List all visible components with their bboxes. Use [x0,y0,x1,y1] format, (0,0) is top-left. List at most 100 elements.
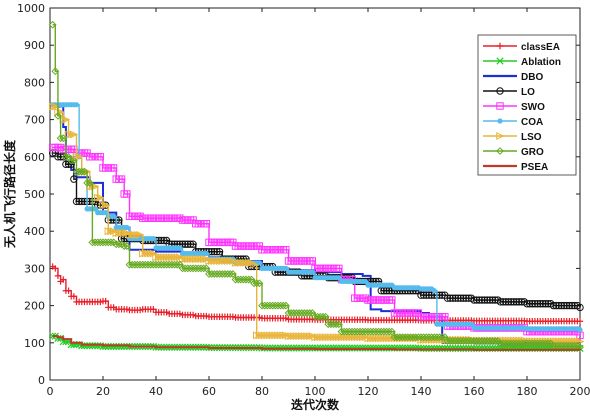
series-marker [465,344,473,353]
series-marker [258,331,267,340]
series-marker [313,312,322,321]
series-marker [283,265,289,271]
series-marker [102,297,109,305]
series-marker [449,344,457,353]
series-marker [150,236,156,242]
series-marker [353,327,362,336]
series-marker [252,279,261,288]
series-marker [321,312,330,321]
series-marker [496,57,504,65]
series-marker [531,339,539,348]
series-marker [56,134,65,143]
series-marker [528,300,536,308]
series-marker [472,337,481,345]
series-marker [258,301,266,310]
series-marker [327,333,336,342]
series-marker [186,264,195,273]
series-marker [517,339,526,348]
series-marker [457,294,465,302]
series-marker [350,327,359,336]
series-marker [443,337,452,345]
legend: classEA Ablation DBO LO SWO COA LSO GRO PSEA [477,34,577,176]
series-marker [173,260,182,269]
series-marker [69,156,78,165]
series-marker [197,255,206,264]
series-marker [387,327,396,336]
series-marker [231,258,240,267]
series-marker [345,333,354,342]
series-marker [104,238,113,247]
series-marker [181,240,189,248]
legend-item: SWO [483,102,545,113]
series-marker [152,253,161,262]
legend-label: LO [521,87,535,98]
series-marker [70,175,78,183]
series-marker [160,253,169,262]
series-marker [203,250,209,257]
series-psea [52,335,581,351]
series-marker [414,333,423,342]
series-marker [507,298,515,306]
series-marker [313,333,322,342]
series-marker [319,344,327,352]
series-marker [348,344,356,352]
series-marker [316,344,324,352]
series-marker [107,227,116,236]
series-marker [91,238,99,247]
series-marker [502,298,510,306]
series-marker [451,344,460,353]
series-marker [115,229,124,238]
series-marker [470,296,478,304]
x-tick-label: 40 [149,385,163,398]
series-marker [75,152,84,161]
series-marker [565,301,574,310]
series-marker [430,333,439,342]
series-marker [382,327,391,336]
series-marker [228,270,237,278]
series-marker [316,312,325,321]
series-marker [160,236,168,245]
series-marker [427,291,436,299]
series-marker [422,333,431,342]
series-marker [292,332,301,341]
series-marker [372,344,380,352]
series-marker [138,260,147,269]
series-marker [334,320,343,329]
series-marker [512,339,521,348]
series-marker [359,333,368,342]
series-marker [316,333,325,342]
series-marker [237,258,246,267]
series-marker [194,264,203,273]
series-marker [576,303,584,312]
series-marker [496,42,504,50]
series-marker [104,342,112,351]
y-tick-label: 1000 [17,2,45,15]
series-marker [377,344,385,352]
series-marker [488,337,497,345]
series-marker [351,333,360,342]
series-marker [544,339,553,348]
series-marker [374,327,383,336]
series-marker [268,331,277,340]
series-marker [112,229,121,238]
series-marker [342,327,351,336]
series-classea [49,263,584,325]
series-marker [120,229,129,238]
series-marker [576,318,584,325]
series-marker [388,296,396,304]
series-marker [176,214,184,222]
series-marker [133,230,142,239]
series-marker [54,153,62,161]
series-marker [125,230,134,239]
series-marker [72,152,81,161]
series-marker [250,279,258,288]
series-marker [356,333,365,342]
series-marker [438,333,447,342]
series-marker [337,333,346,342]
legend-item: Ablation [483,57,561,68]
series-marker [61,152,70,161]
series-marker [80,167,89,176]
series-marker [324,320,333,329]
series-marker [88,342,97,350]
series-marker [369,344,377,352]
